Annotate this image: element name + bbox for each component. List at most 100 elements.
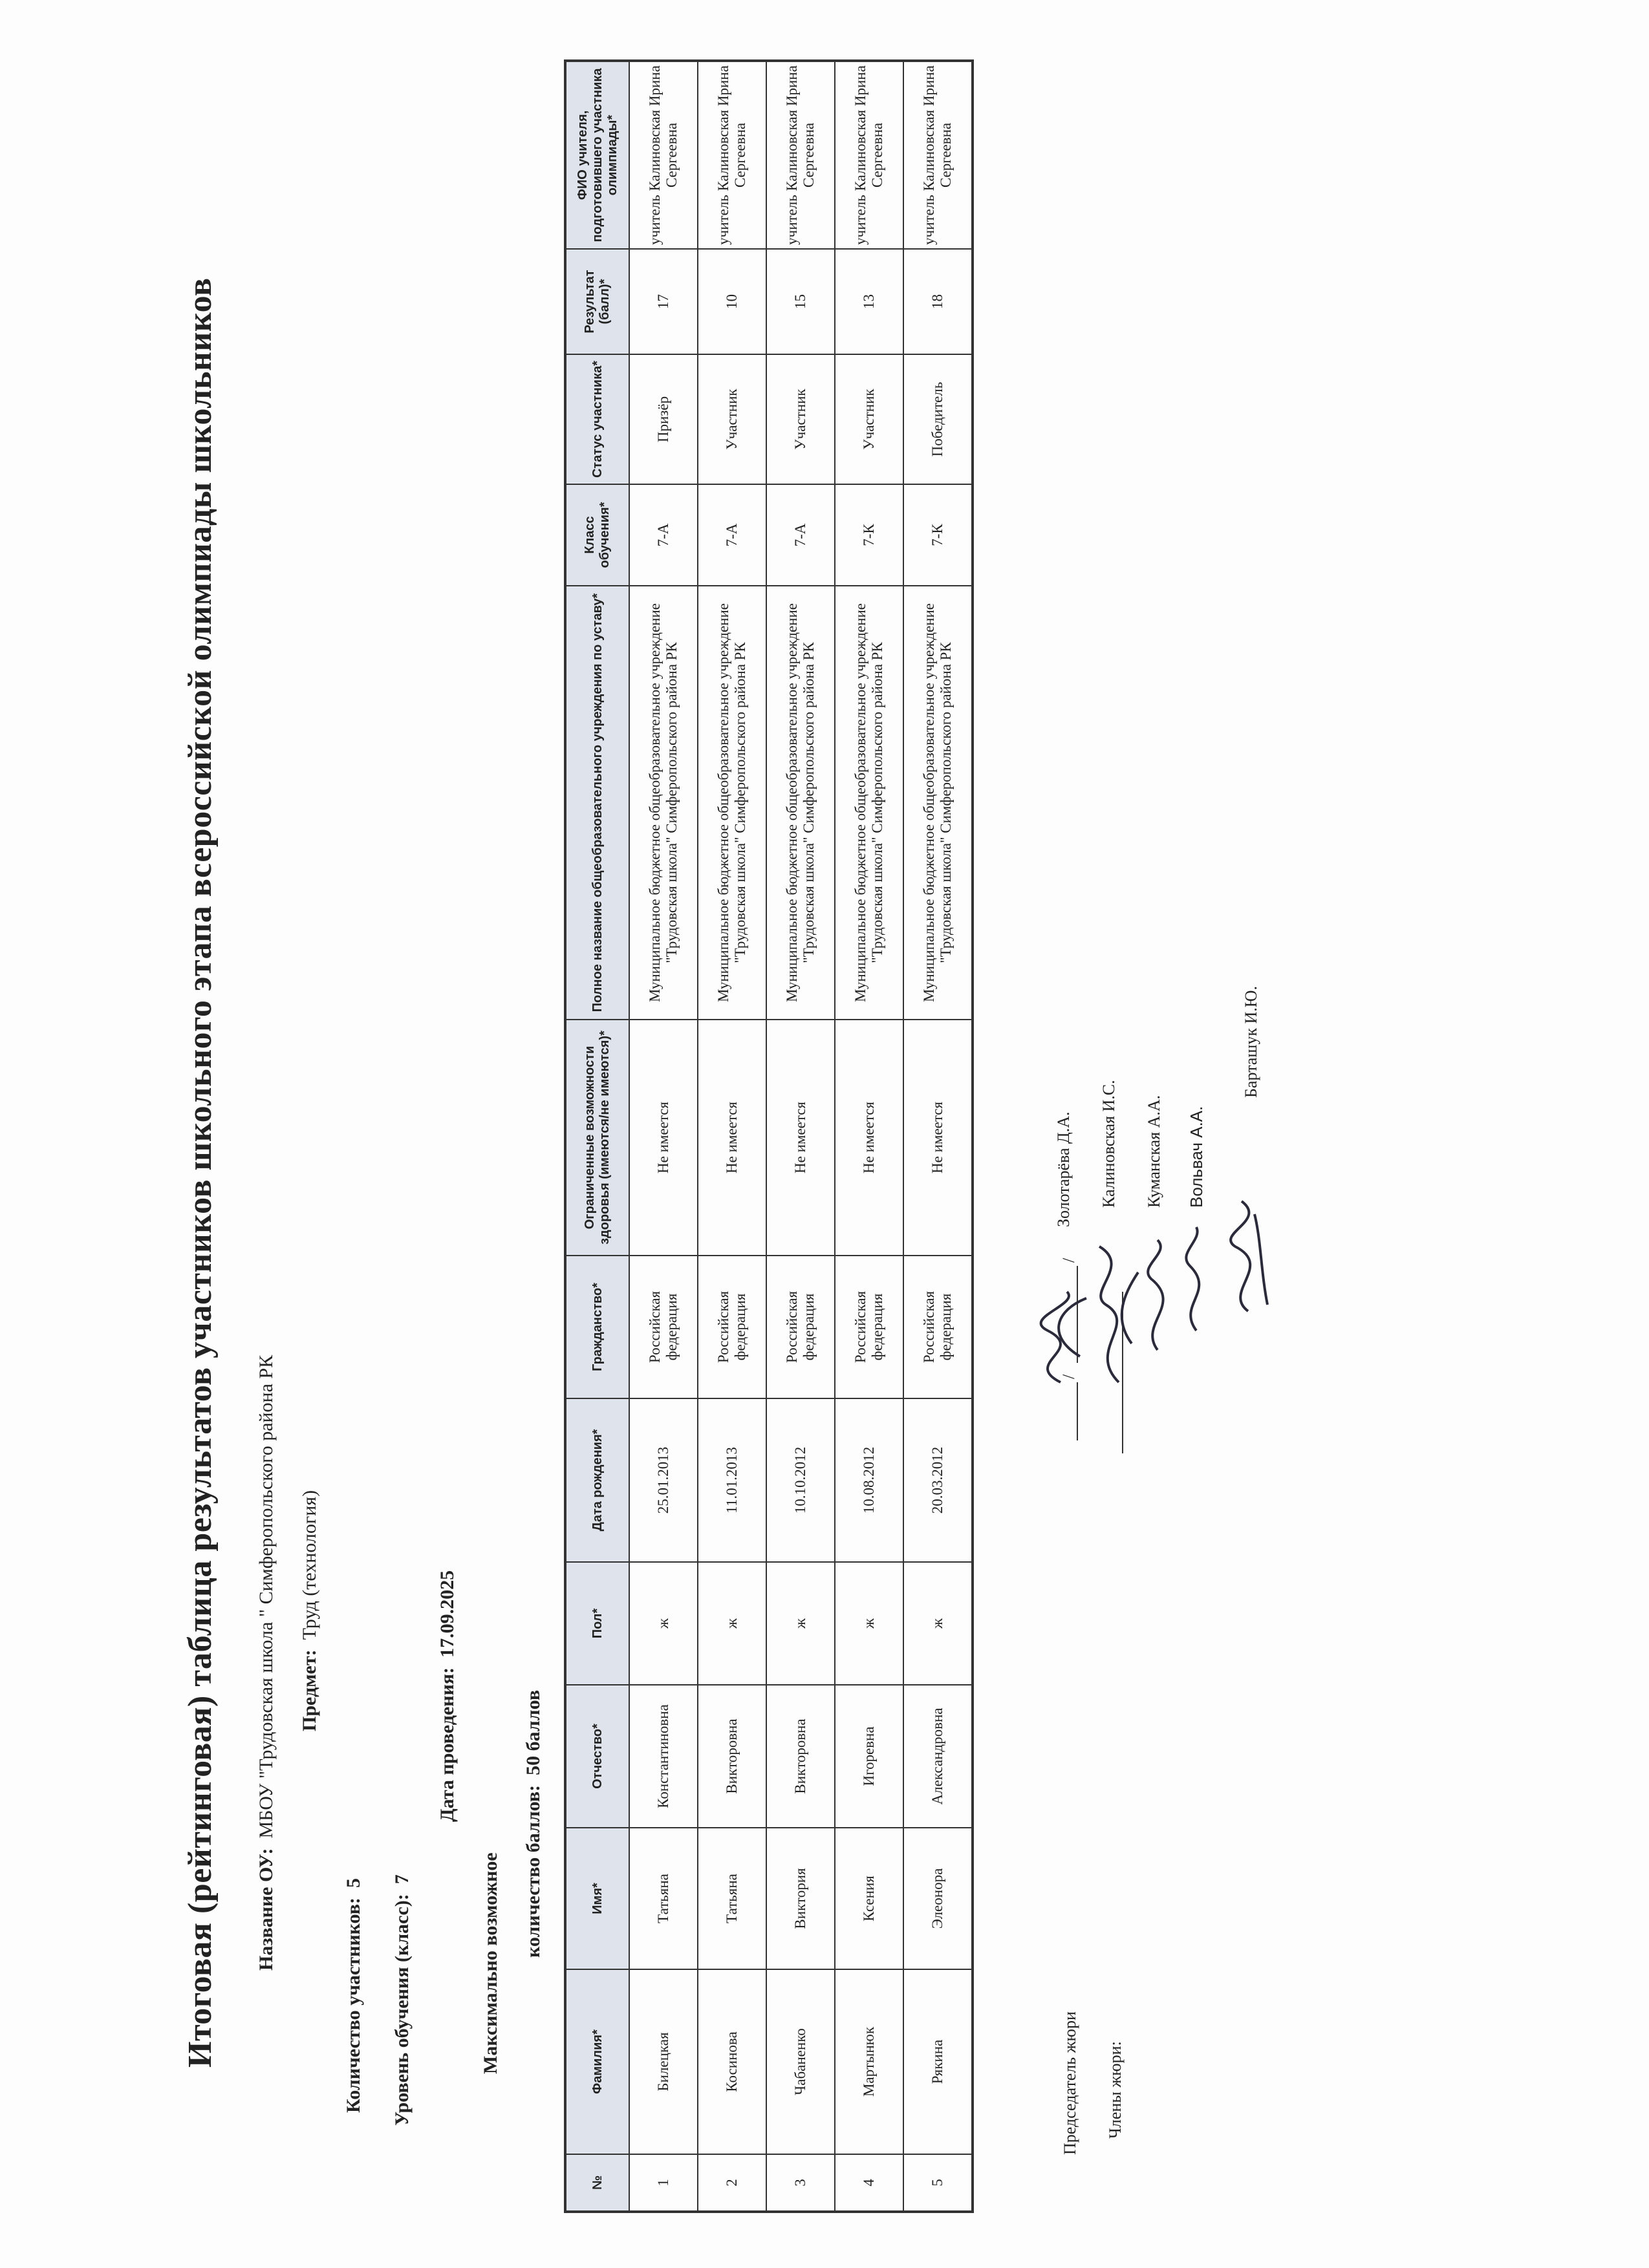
cell-status: Участник <box>766 354 835 484</box>
header-surname: Фамилия* <box>565 1969 629 2154</box>
cell-gender: ж <box>766 1562 835 1685</box>
cell-number: 1 <box>629 2154 698 2212</box>
header-citizenship: Гражданство* <box>565 1256 629 1398</box>
cell-patronymic: Александровна <box>903 1685 973 1828</box>
header-birthdate: Дата рождения* <box>565 1398 629 1562</box>
cell-name: Элеонора <box>903 1828 973 1969</box>
table-header-row: № Фамилия* Имя* Отчество* Пол* Дата рожд… <box>565 61 629 2212</box>
signature-member-1 <box>1098 1245 1139 1384</box>
cell-patronymic: Константиновна <box>629 1685 698 1828</box>
cell-patronymic: Викторовна <box>698 1685 766 1828</box>
header-health: Ограниченные возможности здоровья (имеют… <box>565 1020 629 1256</box>
cell-class: 7-К <box>835 484 903 586</box>
header-class: Класс обучения* <box>565 484 629 586</box>
cell-health: Не имеется <box>629 1020 698 1256</box>
cell-number: 5 <box>903 2154 973 2212</box>
table-row: 2 Косинова Татьяна Викторовна ж 11.01.2013 Рос… <box>698 61 766 2212</box>
cell-gender: ж <box>629 1562 698 1685</box>
handwritten-signatures <box>1039 1200 1269 1384</box>
cell-birthdate: 25.01.2013 <box>629 1398 698 1562</box>
cell-number: 2 <box>698 2154 766 2212</box>
cell-score: 15 <box>766 249 835 354</box>
cell-status: Участник <box>698 354 766 484</box>
max-label: количество баллов: <box>523 1784 544 1958</box>
participants-label: Количество участников: <box>343 1897 364 2113</box>
header-gender: Пол* <box>565 1562 629 1685</box>
cell-status: Победитель <box>903 354 973 484</box>
cell-gender: ж <box>835 1562 903 1685</box>
cell-school: Муниципальное бюджетное общеобразователь… <box>698 586 766 1020</box>
cell-number: 4 <box>835 2154 903 2212</box>
cell-school: Муниципальное бюджетное общеобразователь… <box>903 586 973 1020</box>
participants-value: 5 <box>343 1878 364 1888</box>
results-table: № Фамилия* Имя* Отчество* Пол* Дата рожд… <box>564 59 974 2213</box>
cell-teacher: учитель Калиновская Ирина Сергеевна <box>835 61 903 249</box>
cell-health: Не имеется <box>766 1020 835 1256</box>
cell-school: Муниципальное бюджетное общеобразователь… <box>835 586 903 1020</box>
cell-score: 18 <box>903 249 973 354</box>
table-row: 4 Мартынюк Ксения Игоревна ж 10.08.2012 Россий… <box>835 61 903 2212</box>
max-value: 50 баллов <box>523 1689 544 1775</box>
jury-members-label: Члены жюри: <box>1106 2041 1125 2139</box>
cell-birthdate: 20.03.2012 <box>903 1398 973 1562</box>
max-score-line: количество баллов: 50 баллов <box>523 1690 544 1958</box>
header-patronymic: Отчество* <box>565 1685 629 1828</box>
subject-label: Предмет: <box>299 1649 320 1731</box>
level-line: Уровень обучения (класс): 7 <box>391 1874 413 2126</box>
cell-class: 7-К <box>903 484 973 586</box>
header-school: Полное название общеобразовательного учр… <box>565 586 629 1020</box>
header-teacher: ФИО учителя, подготовившего участника ол… <box>565 61 629 249</box>
signature-member-4 <box>1229 1200 1269 1312</box>
cell-status: Призёр <box>629 354 698 484</box>
cell-birthdate: 10.10.2012 <box>766 1398 835 1562</box>
cell-class: 7-А <box>698 484 766 586</box>
cell-health: Не имеется <box>835 1020 903 1256</box>
cell-name: Татьяна <box>629 1828 698 1969</box>
document-title: Итоговая (рейтинговая) таблица результат… <box>182 277 219 2068</box>
cell-citizenship: Российская федерация <box>903 1256 973 1398</box>
cell-birthdate: 10.08.2012 <box>835 1398 903 1562</box>
cell-class: 7-А <box>766 484 835 586</box>
cell-citizenship: Российская федерация <box>835 1256 903 1398</box>
cell-gender: ж <box>698 1562 766 1685</box>
cell-gender: ж <box>903 1562 973 1685</box>
date-value: 17.09.2025 <box>436 1570 458 1658</box>
cell-teacher: учитель Калиновская Ирина Сергеевна <box>629 61 698 249</box>
table-row: 1 Билецкая Татьяна Константиновна ж 25.01.201… <box>629 61 698 2212</box>
cell-number: 3 <box>766 2154 835 2212</box>
header-score: Результат (балл)* <box>565 249 629 354</box>
cell-health: Не имеется <box>698 1020 766 1256</box>
max-label-line: Максимально возможное <box>480 1852 501 2074</box>
cell-teacher: учитель Калиновская Ирина Сергеевна <box>903 61 973 249</box>
date-label: Дата проведения: <box>436 1667 458 1822</box>
cell-health: Не имеется <box>903 1020 973 1256</box>
cell-school: Муниципальное бюджетное общеобразователь… <box>629 586 698 1020</box>
cell-name: Ксения <box>835 1828 903 1969</box>
cell-teacher: учитель Калиновская Ирина Сергеевна <box>766 61 835 249</box>
signature-chair <box>1039 1290 1087 1384</box>
cell-class: 7-А <box>629 484 698 586</box>
cell-score: 10 <box>698 249 766 354</box>
header-status: Статус участника* <box>565 354 629 484</box>
school-label: Название ОУ: <box>255 1848 277 1971</box>
header-number: № <box>565 2154 629 2212</box>
subject-value: Труд (технология) <box>299 1490 320 1640</box>
cell-name: Виктория <box>766 1828 835 1969</box>
cell-patronymic: Викторовна <box>766 1685 835 1828</box>
cell-birthdate: 11.01.2013 <box>698 1398 766 1562</box>
cell-surname: Косинова <box>698 1969 766 2154</box>
cell-teacher: учитель Калиновская Ирина Сергеевна <box>698 61 766 249</box>
jury-chair-label: Председатель жюри <box>1061 2011 1079 2155</box>
cell-school: Муниципальное бюджетное общеобразователь… <box>766 586 835 1020</box>
cell-surname: Билецкая <box>629 1969 698 2154</box>
level-value: 7 <box>391 1874 413 1885</box>
cell-score: 17 <box>629 249 698 354</box>
school-line: Название ОУ: МБОУ "Трудовская школа " Си… <box>255 1355 277 1971</box>
header-name: Имя* <box>565 1828 629 1969</box>
school-value: МБОУ "Трудовская школа " Симферопольског… <box>255 1354 277 1839</box>
cell-surname: Чабаненко <box>766 1969 835 2154</box>
cell-citizenship: Российская федерация <box>766 1256 835 1398</box>
table-row: 3 Чабаненко Виктория Викторовна ж 10.10.2012 Р… <box>766 61 835 2212</box>
